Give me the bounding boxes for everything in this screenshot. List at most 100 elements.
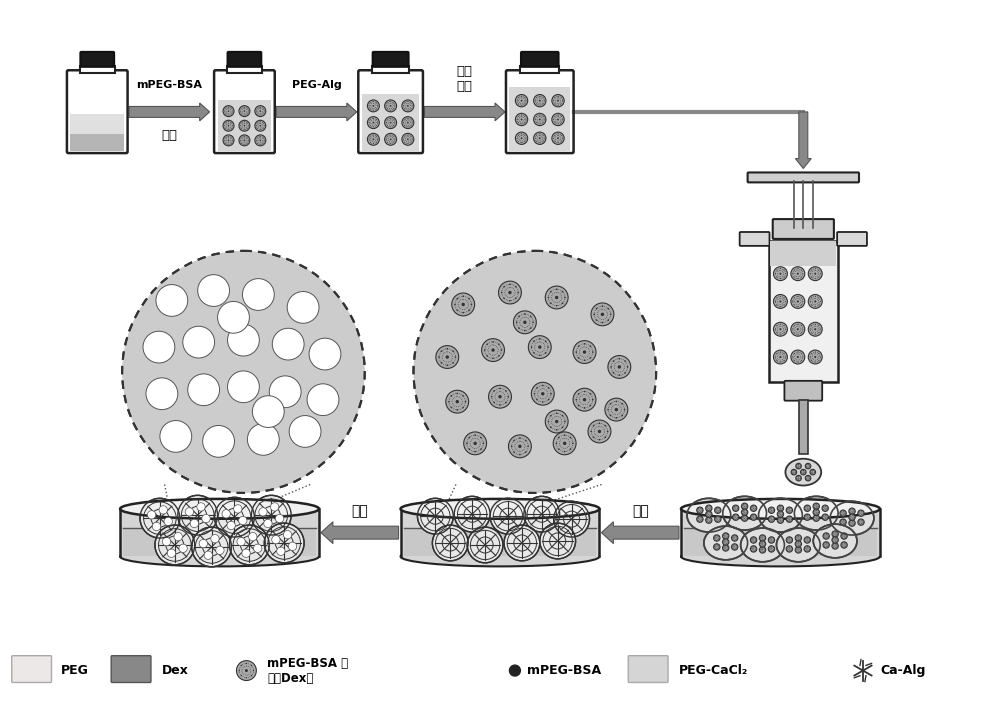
Bar (770, 241, 836, 266)
Circle shape (768, 507, 775, 513)
Circle shape (247, 423, 279, 455)
Circle shape (562, 291, 563, 293)
Circle shape (607, 308, 609, 309)
Circle shape (307, 384, 339, 416)
Circle shape (572, 443, 574, 444)
Circle shape (697, 516, 703, 522)
Ellipse shape (401, 499, 599, 519)
Circle shape (516, 321, 517, 323)
Circle shape (249, 533, 257, 541)
Circle shape (515, 132, 528, 145)
Circle shape (228, 371, 259, 403)
Circle shape (438, 356, 440, 358)
Circle shape (750, 546, 757, 552)
FancyBboxPatch shape (373, 52, 409, 67)
Circle shape (533, 352, 535, 354)
Circle shape (275, 514, 284, 523)
Ellipse shape (401, 546, 599, 567)
Circle shape (241, 675, 242, 677)
Circle shape (610, 415, 611, 416)
Circle shape (385, 133, 397, 145)
Circle shape (468, 298, 470, 299)
Circle shape (548, 421, 549, 422)
Circle shape (768, 516, 775, 522)
Circle shape (492, 357, 494, 359)
Circle shape (448, 401, 450, 403)
Circle shape (610, 313, 611, 315)
Text: 缓慢
混合: 缓慢 混合 (457, 65, 473, 93)
Text: 乳化: 乳化 (161, 129, 177, 142)
Circle shape (795, 546, 802, 553)
Circle shape (528, 336, 551, 359)
Circle shape (804, 505, 810, 511)
Ellipse shape (120, 546, 319, 567)
Circle shape (593, 313, 595, 315)
Circle shape (593, 425, 594, 426)
Circle shape (548, 387, 549, 389)
Circle shape (259, 508, 267, 516)
Circle shape (534, 132, 546, 145)
FancyArrow shape (129, 103, 210, 121)
Circle shape (536, 387, 538, 389)
Text: mPEG-BSA: mPEG-BSA (527, 664, 601, 677)
Circle shape (527, 446, 529, 447)
Circle shape (432, 525, 468, 561)
Circle shape (372, 122, 374, 124)
Circle shape (797, 328, 799, 330)
Circle shape (584, 407, 585, 408)
Circle shape (599, 423, 600, 424)
Circle shape (372, 105, 374, 107)
Circle shape (714, 544, 720, 550)
Circle shape (517, 292, 519, 293)
Circle shape (550, 426, 552, 428)
Circle shape (178, 495, 218, 535)
Circle shape (211, 534, 219, 543)
Circle shape (237, 537, 245, 546)
Circle shape (413, 251, 656, 493)
FancyBboxPatch shape (773, 219, 834, 239)
Circle shape (251, 495, 291, 535)
Circle shape (556, 288, 557, 290)
Circle shape (814, 273, 816, 275)
Circle shape (723, 545, 729, 551)
Circle shape (244, 125, 245, 127)
Circle shape (467, 527, 503, 563)
Circle shape (491, 396, 493, 398)
Circle shape (583, 350, 586, 354)
Circle shape (858, 510, 864, 516)
Circle shape (228, 125, 229, 127)
Circle shape (804, 537, 810, 543)
Circle shape (518, 327, 520, 329)
Circle shape (548, 399, 549, 400)
Circle shape (822, 514, 828, 521)
FancyBboxPatch shape (784, 381, 822, 400)
Circle shape (451, 395, 452, 397)
Circle shape (417, 498, 453, 534)
Text: Dex: Dex (162, 664, 189, 677)
Circle shape (618, 365, 621, 369)
Circle shape (167, 549, 176, 557)
Circle shape (452, 362, 454, 364)
Circle shape (454, 496, 490, 532)
Circle shape (521, 119, 522, 120)
FancyArrow shape (424, 103, 505, 121)
FancyArrow shape (321, 522, 399, 544)
Circle shape (288, 542, 297, 551)
Circle shape (179, 544, 187, 552)
Circle shape (602, 306, 603, 307)
Circle shape (367, 116, 379, 129)
Circle shape (777, 517, 784, 523)
Circle shape (525, 440, 527, 441)
Circle shape (541, 392, 544, 395)
Bar (372, 65, 409, 73)
Circle shape (562, 426, 563, 428)
Circle shape (518, 444, 522, 448)
Circle shape (593, 436, 594, 438)
Circle shape (601, 313, 604, 316)
Circle shape (223, 135, 234, 146)
Circle shape (244, 139, 245, 141)
Circle shape (484, 349, 486, 351)
Circle shape (530, 316, 531, 317)
Circle shape (515, 94, 528, 107)
Circle shape (534, 393, 535, 395)
